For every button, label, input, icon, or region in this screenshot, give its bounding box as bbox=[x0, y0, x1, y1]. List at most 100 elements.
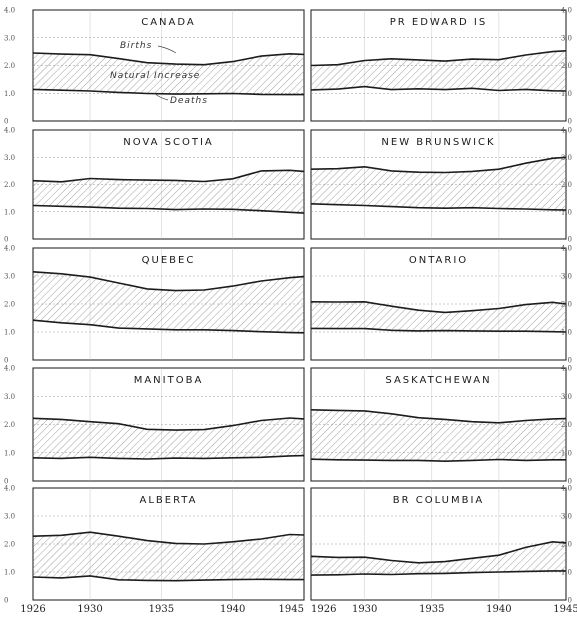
y-tick-label: 4.0 bbox=[4, 7, 15, 15]
x-tick-label: 1940 bbox=[486, 604, 511, 615]
deaths-line bbox=[32, 88, 304, 96]
y-tick-label: 2.0 bbox=[4, 541, 15, 549]
y-tick-label: 4.0 bbox=[561, 245, 572, 253]
deaths-line bbox=[310, 458, 566, 463]
panel-title: NOVA SCOTIA bbox=[123, 137, 214, 148]
panel-alberta: 0 1.0 2.0 3.0 4.0 ALBERTA bbox=[4, 485, 305, 605]
y-tick-label: 2.0 bbox=[4, 301, 15, 309]
y-tick-label: 4.0 bbox=[4, 245, 15, 253]
natural-increase-area bbox=[33, 418, 304, 459]
panel-title: QUEBEC bbox=[142, 255, 196, 266]
y-tick-label: 3.0 bbox=[4, 513, 15, 521]
natural-increase-area bbox=[311, 157, 566, 211]
y-tick-label: 2.0 bbox=[561, 62, 572, 70]
natural-increase-area bbox=[311, 409, 566, 462]
y-tick-label: 2.0 bbox=[561, 181, 572, 189]
annotation-births-pointer bbox=[157, 45, 177, 54]
natural-increase-area bbox=[311, 50, 566, 91]
y-tick-label: 4.0 bbox=[4, 485, 15, 493]
natural-increase-area bbox=[311, 301, 566, 332]
births-line bbox=[32, 169, 305, 183]
x-tick-label: 1945 bbox=[279, 604, 304, 615]
x-tick-label: 1935 bbox=[419, 604, 444, 615]
births-line bbox=[310, 156, 567, 174]
y-tick-label: 0 bbox=[4, 597, 8, 605]
x-tick-label: 1926 bbox=[20, 604, 45, 615]
annotation-deaths: Deaths bbox=[170, 96, 208, 106]
y-tick-label: 1.0 bbox=[561, 569, 572, 577]
y-tick-label: 1.0 bbox=[561, 90, 572, 98]
y-tick-label: 2.0 bbox=[4, 62, 15, 70]
y-tick-label: 0 bbox=[568, 357, 572, 365]
y-tick-label: 0 bbox=[568, 118, 572, 126]
panel-quebec: 0 1.0 2.0 3.0 4.0 QUEBEC bbox=[4, 245, 305, 365]
natural-increase-area bbox=[33, 170, 304, 214]
y-tick-label: 0 bbox=[4, 118, 8, 126]
deaths-line bbox=[32, 319, 305, 334]
y-tick-label: 4.0 bbox=[561, 7, 572, 15]
y-tick-label: 0 bbox=[568, 236, 572, 244]
natural-increase-area bbox=[33, 271, 304, 333]
y-tick-label: 2.0 bbox=[561, 301, 572, 309]
y-tick-label: 1.0 bbox=[4, 90, 15, 98]
annotation-births: Births bbox=[120, 41, 152, 51]
y-tick-label: 1.0 bbox=[4, 449, 15, 457]
y-tick-label: 4.0 bbox=[4, 127, 15, 135]
x-tick-label: 1930 bbox=[77, 604, 102, 615]
y-tick-label: 0 bbox=[568, 597, 572, 605]
x-tick-label: 1945 bbox=[553, 604, 577, 615]
y-tick-label: 2.0 bbox=[4, 421, 15, 429]
y-tick-label: 4.0 bbox=[4, 365, 15, 373]
births-line bbox=[310, 300, 567, 314]
births-line bbox=[310, 409, 567, 424]
panel-br-columbia: 0 1.0 2.0 3.0 4.0 BR COLUMBIA bbox=[310, 485, 572, 605]
births-line bbox=[32, 52, 305, 66]
y-tick-label: 4.0 bbox=[561, 127, 572, 135]
y-tick-label: 3.0 bbox=[561, 273, 572, 281]
natural-increase-area bbox=[33, 53, 304, 95]
deaths-line bbox=[310, 327, 567, 333]
y-tick-label: 1.0 bbox=[4, 569, 15, 577]
y-tick-label: 2.0 bbox=[561, 421, 572, 429]
x-axis: 1926 1930 1935 1940 1945 1926 1930 1935 1940 1945 bbox=[20, 604, 577, 615]
births-line bbox=[310, 540, 567, 564]
panel-title: MANITOBA bbox=[134, 375, 204, 386]
panel-ontario: 0 1.0 2.0 3.0 4.0 ONTARIO bbox=[310, 245, 572, 365]
annotation-natural-increase: Natural Increase bbox=[110, 71, 200, 81]
panel-manitoba: 0 1.0 2.0 3.0 4.0 MANITOBA bbox=[4, 365, 305, 486]
deaths-line bbox=[32, 575, 304, 582]
y-tick-label: 3.0 bbox=[561, 154, 572, 162]
y-tick-label: 3.0 bbox=[561, 393, 572, 401]
y-tick-label: 1.0 bbox=[4, 329, 15, 337]
panel-title: NEW BRUNSWICK bbox=[381, 137, 495, 148]
y-tick-label: 3.0 bbox=[4, 393, 15, 401]
panel-saskatchewan: 0 1.0 2.0 3.0 4.0 SASKATCHEWAN bbox=[310, 365, 572, 486]
panels-group: 0 1.0 2.0 3.0 4.0 CANADA 0 1.0 2.0 3.0 4.0 PR EDWAR… bbox=[4, 7, 572, 605]
x-tick-label: 1926 bbox=[311, 604, 336, 615]
y-tick-label: 3.0 bbox=[4, 34, 15, 42]
y-tick-label: 0 bbox=[4, 357, 8, 365]
y-tick-label: 4.0 bbox=[561, 365, 572, 373]
deaths-line bbox=[32, 204, 305, 214]
panel-pr-edward-is: 0 1.0 2.0 3.0 4.0 PR EDWARD IS bbox=[310, 7, 572, 126]
deaths-line bbox=[32, 454, 305, 460]
deaths-line bbox=[310, 85, 567, 92]
panel-nova-scotia: 0 1.0 2.0 3.0 4.0 NOVA SCOTIA bbox=[4, 127, 305, 244]
births-line bbox=[32, 417, 305, 431]
panel-title: ALBERTA bbox=[140, 495, 198, 506]
y-tick-label: 3.0 bbox=[4, 154, 15, 162]
deaths-line bbox=[310, 203, 567, 211]
y-tick-label: 3.0 bbox=[561, 34, 572, 42]
y-tick-label: 3.0 bbox=[561, 513, 572, 521]
y-tick-label: 0 bbox=[4, 478, 8, 486]
panel-new-brunswick: 0 1.0 2.0 3.0 4.0 NEW BRUNSWICK bbox=[310, 127, 572, 244]
x-tick-label: 1940 bbox=[220, 604, 245, 615]
y-tick-label: 4.0 bbox=[561, 485, 572, 493]
y-tick-label: 0 bbox=[4, 236, 8, 244]
canada-annotations: Births Natural Increase Deaths bbox=[110, 41, 208, 106]
y-tick-label: 2.0 bbox=[4, 181, 15, 189]
y-tick-label: 1.0 bbox=[561, 208, 572, 216]
births-line bbox=[32, 271, 305, 292]
panel-canada: 0 1.0 2.0 3.0 4.0 CANADA bbox=[4, 7, 305, 126]
